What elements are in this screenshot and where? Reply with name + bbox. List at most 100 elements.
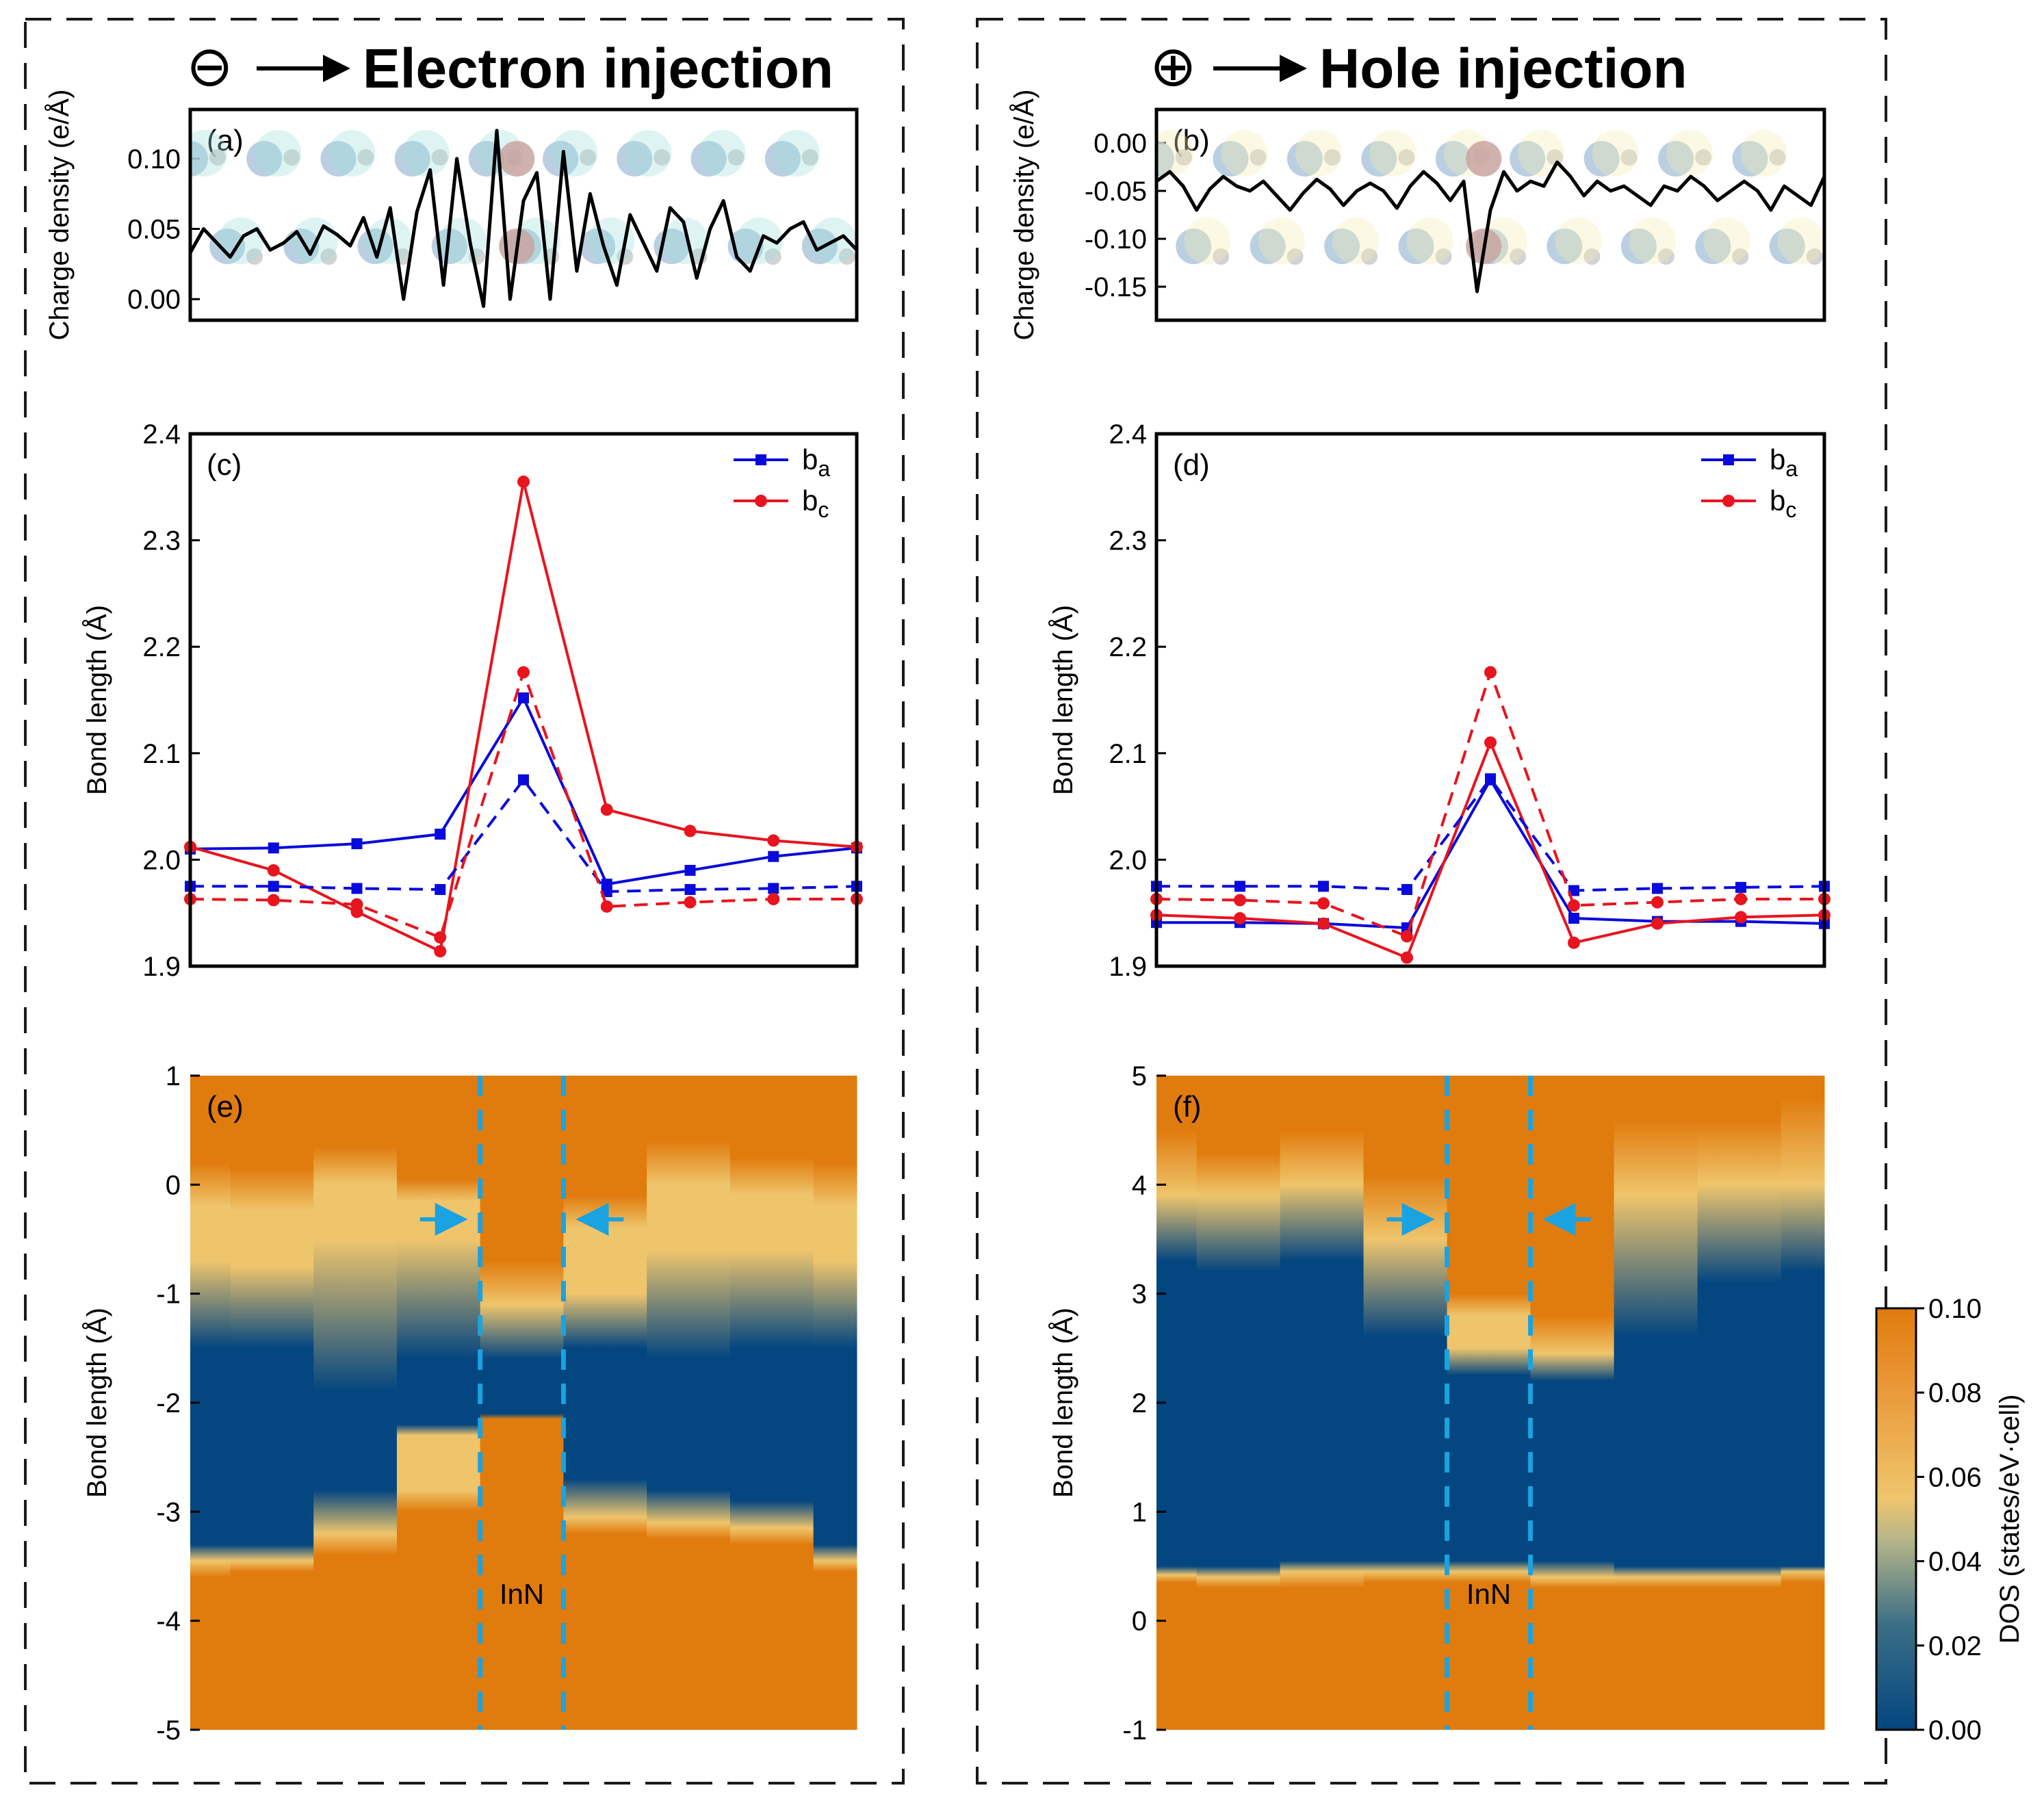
legend-marker-square	[1723, 454, 1734, 465]
atom-small	[1695, 149, 1712, 166]
y-tick-label: 1.9	[1109, 952, 1147, 982]
atomic-structure-background	[1156, 130, 1824, 265]
dos-column	[563, 1076, 647, 1730]
isosurface	[439, 218, 487, 264]
left-heading-text: Electron injection	[363, 38, 833, 100]
isosurface	[625, 130, 672, 177]
data-point-bc	[1484, 666, 1497, 679]
dos-column	[1614, 1076, 1698, 1730]
plot-frame	[1154, 432, 1826, 968]
dos-column	[1280, 1076, 1364, 1730]
data-point-ba	[768, 883, 779, 894]
legend-label: bc	[802, 484, 829, 522]
left-heading: ⊖ Electron injection	[186, 36, 833, 100]
panel-label: (c)	[207, 448, 242, 482]
series-line-ba-solid	[1156, 777, 1825, 930]
atom-large	[209, 229, 246, 264]
data-point-ba	[518, 692, 529, 703]
atom-small	[209, 149, 226, 166]
dos-column	[647, 1076, 731, 1730]
atom-large	[690, 141, 727, 177]
isosurface	[1406, 218, 1453, 264]
legend-label-subscript: a	[818, 456, 830, 481]
y-tick-label: 2.4	[1109, 419, 1147, 450]
hole-symbol: ⊕	[1150, 36, 1197, 98]
series-line-ba-dashed	[1156, 776, 1825, 892]
series-line-bc-dashed	[190, 668, 857, 939]
dos-column	[313, 1076, 398, 1730]
y-tick-label: 1	[1132, 1497, 1147, 1527]
isosurface	[1740, 130, 1787, 177]
data-point-bc	[1401, 930, 1413, 943]
atom-small	[357, 149, 374, 166]
isosurface	[1518, 130, 1565, 177]
legend-label: ba	[802, 443, 830, 481]
y-tick-label: 2.1	[142, 739, 181, 769]
y-tick-label: 0	[1132, 1607, 1147, 1637]
isosurface	[662, 218, 709, 264]
data-point-ba	[518, 774, 529, 786]
data-point-ba	[1485, 773, 1496, 785]
series-line-bc-dashed	[1156, 668, 1824, 939]
atom-small	[1435, 248, 1452, 265]
atom-small	[1286, 248, 1304, 265]
atom-small	[246, 248, 263, 265]
data-point-bc	[1234, 911, 1246, 924]
isosurface	[1629, 218, 1676, 264]
atom-large	[1286, 141, 1323, 177]
legend-label-subscript: c	[1785, 497, 1796, 522]
isosurface	[1369, 130, 1416, 177]
data-point-bc	[767, 892, 780, 905]
data-point-ba	[768, 851, 779, 862]
isosurface	[551, 130, 598, 177]
data-point-bc	[684, 825, 697, 838]
data-point-bc	[600, 900, 613, 913]
atom-small	[1361, 248, 1378, 265]
y-tick-label: 0.10	[127, 144, 181, 174]
atom-large	[1156, 141, 1174, 177]
dos-column	[1447, 1076, 1531, 1730]
y-tick-label: 0	[166, 1170, 181, 1200]
atom-small	[1510, 248, 1526, 265]
legend-label-subscript: c	[818, 497, 829, 522]
data-point-bc	[267, 864, 280, 877]
isosurface	[402, 130, 450, 177]
atom-large	[320, 141, 357, 177]
atom-large	[1250, 229, 1286, 264]
isosurface	[1332, 218, 1380, 264]
y-tick-label: 2.4	[142, 419, 181, 450]
isosurface	[1258, 218, 1305, 264]
data-point-ba	[435, 883, 446, 895]
y-axis-label: Bond length (Å)	[1048, 1308, 1078, 1498]
data-point-ba	[1735, 881, 1746, 893]
series-line-ba-solid	[190, 695, 857, 886]
legend-label-main: b	[802, 443, 818, 476]
atom-large	[1620, 229, 1657, 264]
y-tick-label: 1.9	[142, 952, 181, 982]
dos-column	[1781, 1076, 1825, 1730]
y-tick-label: 5	[1132, 1061, 1147, 1091]
data-point-bc	[1317, 897, 1330, 910]
data-point-bc	[267, 894, 280, 907]
colorbar-gradient	[1875, 1307, 1917, 1731]
y-tick-label: -5	[156, 1715, 181, 1746]
legend-label-main: b	[802, 484, 818, 517]
colorbar-tick-label: 0.02	[1928, 1631, 1982, 1661]
data-point-bc	[1651, 896, 1664, 909]
y-axis-label: Bond length (Å)	[1048, 605, 1078, 795]
atom-small	[1769, 149, 1786, 166]
data-point-bc	[1735, 911, 1747, 924]
atom-indium	[1466, 141, 1502, 177]
colorbar-tick-label: 0.04	[1928, 1547, 1982, 1577]
isosurface	[1703, 218, 1750, 264]
legend-label-subscript: a	[1785, 456, 1798, 481]
y-tick-label: 4	[1132, 1170, 1147, 1200]
dos-column	[1530, 1076, 1615, 1730]
data-point-ba	[1652, 883, 1663, 894]
data-point-ba	[1401, 883, 1412, 895]
atom-small	[1657, 248, 1674, 265]
